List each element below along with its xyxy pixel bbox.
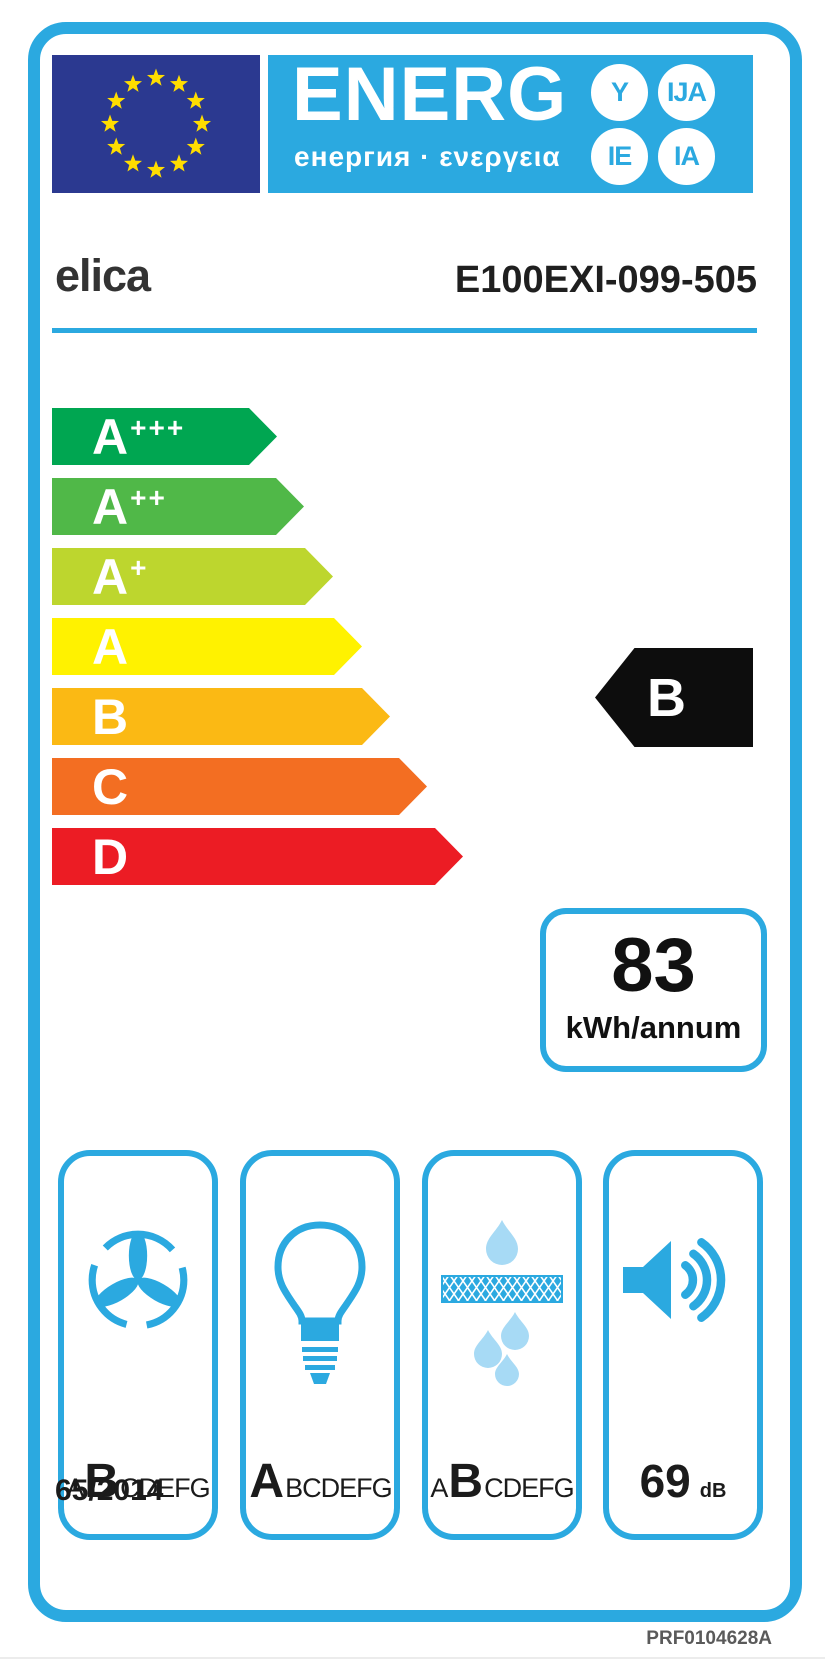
- brand-name: elica: [55, 250, 151, 301]
- class-letter: B: [84, 1455, 120, 1508]
- regulation-number: 65/2014: [55, 1474, 164, 1507]
- energ-word: ENERG: [292, 52, 568, 137]
- energ-subtitle: енергия · ενεργεια: [294, 141, 561, 172]
- ending-ija: IJA: [658, 64, 715, 121]
- grease-filtering-class: A B CDEFG: [428, 1458, 576, 1506]
- energy-consumption-box: 83 kWh/annum: [540, 908, 767, 1072]
- energy-class-row-c: C: [52, 758, 427, 815]
- energy-class-row-b: B: [52, 688, 390, 745]
- noise-icon: [623, 1238, 726, 1322]
- energy-class-row-a2: A ++: [52, 478, 304, 535]
- class-prefix: A: [430, 1473, 448, 1503]
- ending-ie: IE: [591, 128, 648, 185]
- class-letter: A: [249, 1455, 285, 1508]
- class-prefix: A: [66, 1473, 84, 1503]
- eu-flag-icon: [52, 55, 260, 193]
- noise-value-row: 69 dB: [609, 1458, 757, 1504]
- class-suffix: ++: [130, 481, 167, 513]
- class-letter: B: [448, 1455, 484, 1508]
- lighting-class: A BCDEFG: [246, 1458, 394, 1506]
- ending-y: Y: [591, 64, 648, 121]
- brand-row: elica E100EXI-099-505: [55, 246, 757, 302]
- class-letter: C: [92, 758, 129, 815]
- class-suffix: +++: [130, 411, 186, 443]
- eu-energy-label: ENERG енергия · ενεργεια Y IJA IE IA eli…: [28, 22, 802, 1622]
- header-divider: [52, 328, 757, 333]
- fluid-dynamic-class: A B CDEFG: [64, 1458, 212, 1506]
- class-letter: A: [92, 618, 129, 675]
- class-suffix: CDEFG: [484, 1473, 574, 1503]
- class-suffix: BCDEFG: [285, 1473, 393, 1503]
- fluid-dynamic-efficiency-box: A B CDEFG: [58, 1150, 218, 1540]
- class-suffix: CDEFG: [120, 1473, 210, 1503]
- reference-code: PRF0104628A: [646, 1628, 772, 1649]
- language-endings: Y IJA IE IA: [591, 64, 715, 185]
- class-letter: B: [92, 688, 129, 745]
- rating-class-letter: B: [647, 667, 686, 728]
- energy-class-row-a1: A +: [52, 548, 333, 605]
- energy-class-row-a3: A +++: [52, 408, 277, 465]
- noise-level-box: 69 dB: [603, 1150, 763, 1540]
- energ-logo-box: ENERG енергия · ενεργεια Y IJA IE IA: [268, 52, 753, 193]
- rating-arrow: B: [595, 648, 753, 747]
- model-number: E100EXI-099-505: [454, 259, 757, 301]
- class-letter: A: [92, 408, 129, 465]
- energy-value: 83: [611, 923, 696, 1008]
- energy-unit: kWh/annum: [565, 1010, 742, 1045]
- label-header: ENERG енергия · ενεργεια Y IJA IE IA: [52, 52, 753, 193]
- class-letter: D: [92, 828, 129, 885]
- lighting-efficiency-box: A BCDEFG: [240, 1150, 400, 1540]
- noise-value: 69: [639, 1455, 691, 1507]
- lightbulb-icon: [274, 1221, 366, 1384]
- class-letter: A: [92, 548, 129, 605]
- fan-icon: [88, 1230, 188, 1330]
- class-suffix: +: [130, 551, 149, 583]
- page-bottom-edge: [0, 1657, 825, 1659]
- ending-ia: IA: [658, 128, 715, 185]
- grease-filtering-efficiency-box: A B CDEFG: [422, 1150, 582, 1540]
- noise-unit: dB: [699, 1480, 727, 1502]
- energy-class-row-a: A: [52, 618, 362, 675]
- energy-class-row-d: D: [52, 828, 463, 885]
- grease-filter-icon: [441, 1220, 563, 1386]
- class-letter: A: [92, 478, 129, 535]
